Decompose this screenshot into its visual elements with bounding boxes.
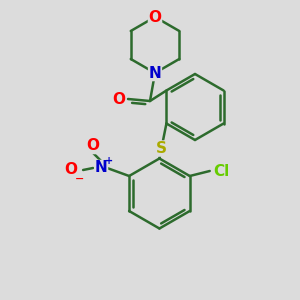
- Text: Cl: Cl: [214, 164, 230, 178]
- Text: N: N: [95, 160, 107, 175]
- Text: +: +: [105, 156, 113, 166]
- Text: O: O: [87, 139, 100, 154]
- Text: O: O: [64, 163, 78, 178]
- Text: −: −: [74, 174, 84, 184]
- Text: S: S: [156, 141, 167, 156]
- Text: O: O: [148, 10, 161, 25]
- Text: O: O: [112, 92, 125, 106]
- Text: N: N: [148, 65, 161, 80]
